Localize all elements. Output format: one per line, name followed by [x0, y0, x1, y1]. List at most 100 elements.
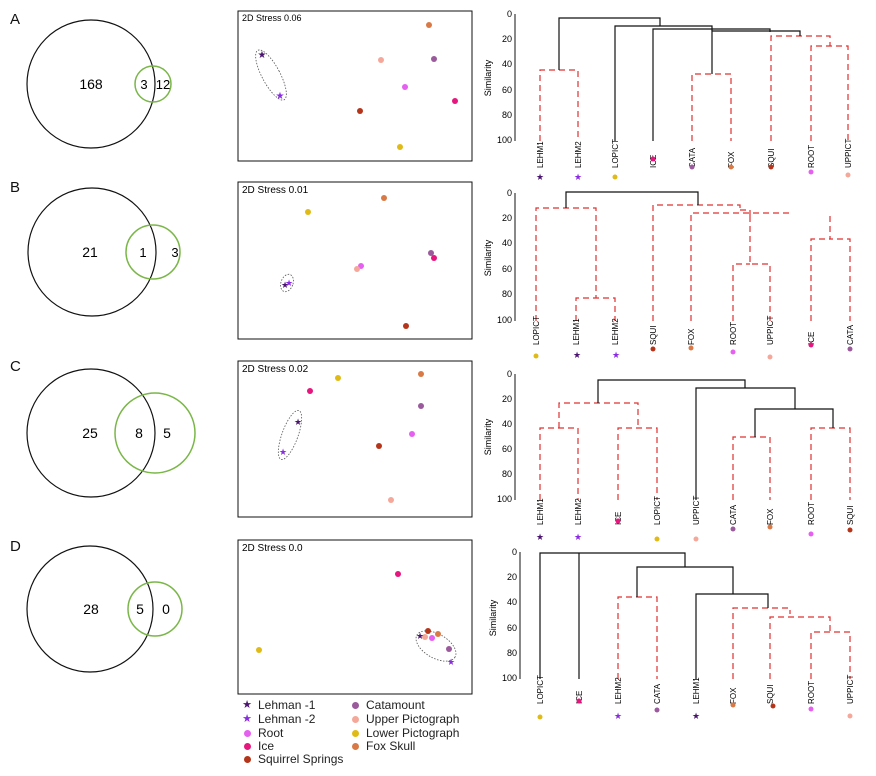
leaf-label: SQUI [767, 148, 776, 168]
dot-icon [243, 742, 251, 750]
nmds-stress-label: 2D Stress 0.0 [242, 543, 303, 554]
dot-icon [243, 755, 251, 763]
leaf-marker-catamount [730, 526, 736, 532]
legend-item-foxskull: Fox Skull [348, 739, 415, 753]
venn-count-left: 28 [83, 601, 99, 617]
leaf-label: UPPICT [844, 139, 853, 168]
leaf-marker-squirrel [847, 527, 853, 533]
axis-tick-label: 80 [502, 469, 512, 479]
leaf-marker-foxskull [730, 702, 736, 708]
axis-tick-label: 20 [502, 34, 512, 44]
legend-label: Upper Pictograph [366, 712, 460, 726]
leaf-label: ROOT [807, 681, 816, 704]
leaf-label: ROOT [807, 145, 816, 168]
axis-tick-label: 60 [502, 264, 512, 274]
axis-tick-label: 100 [497, 315, 512, 325]
nmds-point-catamount [446, 646, 452, 652]
leaf-marker-lehman2: ★ [574, 532, 582, 542]
nmds-plot-frame [237, 181, 473, 340]
leaf-label: CATA [653, 683, 662, 704]
leaf-label: LEHM1 [536, 498, 545, 525]
axis-tick-label: 40 [502, 238, 512, 248]
venn-count-overlap: 8 [135, 425, 143, 441]
nmds-point-squirrel [376, 443, 382, 449]
nmds-point-lowerpict [305, 209, 311, 215]
venn-count-right: 0 [162, 601, 170, 617]
venn-circle-green [127, 581, 183, 637]
leaf-label: LEHM2 [611, 318, 620, 345]
nmds-point-squirrel [357, 108, 363, 114]
nmds-cluster-ellipse [277, 410, 303, 460]
nmds-point-catamount [418, 403, 424, 409]
venn-circle-green [114, 392, 196, 474]
nmds-point-lehman2: ★ [447, 657, 455, 667]
nmds-point-lehman1: ★ [258, 50, 267, 61]
nmds-point-upperpict [378, 57, 384, 63]
axis-tick-label: 100 [497, 494, 512, 504]
venn-count-overlap: 5 [136, 601, 144, 617]
dendrogram-black-branches [597, 379, 834, 500]
panel-c: C 25 8 5 2D Stress 0.02 ★ ★ Similarity 0… [10, 358, 855, 542]
legend-item-ice: Ice [240, 739, 274, 753]
leaf-label: LOPICT [536, 675, 545, 704]
dendrogram-c: Similarity 0 20 40 60 80 100 [483, 369, 855, 542]
dendrogram-red-branches [539, 35, 849, 141]
leaf-label: UPPICT [846, 675, 855, 704]
leaf-label: LEHM1 [692, 677, 701, 704]
nmds-point-lowerpict [335, 375, 341, 381]
legend-label: Squirrel Springs [258, 752, 344, 766]
dot-icon [351, 715, 359, 723]
leaf-marker-ice [808, 342, 814, 348]
leaf-marker-root [730, 349, 736, 355]
dendrogram-black-branches [565, 191, 699, 208]
dendrogram-red-branches [535, 204, 851, 321]
legend-label: Lehman -1 [258, 698, 316, 712]
leaf-label: CATA [846, 324, 855, 345]
nmds-point-root [409, 431, 415, 437]
leaf-marker-ice [615, 518, 621, 524]
legend-item-lehman2: ★ Lehman -2 [240, 712, 315, 726]
nmds-point-ice [431, 255, 437, 261]
legend-item-lehman1: ★ Lehman -1 [240, 698, 315, 712]
leaf-marker-foxskull [767, 524, 773, 530]
nmds-point-lehman1: ★ [294, 417, 302, 427]
venn-count-overlap: 1 [139, 245, 146, 260]
legend-label: Lehman -2 [258, 712, 316, 726]
nmds-point-ice [307, 388, 313, 394]
axis-tick-label: 100 [497, 135, 512, 145]
venn-circle-green [134, 65, 172, 103]
leaf-label: ROOT [729, 322, 738, 345]
nmds-cluster-ellipse [415, 630, 457, 662]
leaf-marker-lehman2: ★ [612, 350, 620, 360]
nmds-stress-label: 2D Stress 0.01 [242, 185, 309, 196]
axis-tick-label: 0 [507, 369, 512, 379]
leaf-marker-squirrel [650, 346, 656, 352]
nmds-point-ice [395, 571, 401, 577]
nmds-point-ice [452, 98, 458, 104]
axis-tick-label: 60 [502, 85, 512, 95]
leaf-label: LOPICT [532, 316, 541, 345]
dendrogram-red-branches [539, 402, 851, 500]
leaf-marker-catamount [847, 346, 853, 352]
axis-tick-label: 0 [507, 188, 512, 198]
venn-count-overlap: 3 [140, 77, 147, 92]
nmds-point-foxskull [418, 371, 424, 377]
nmds-stress-label: 2D Stress 0.06 [242, 13, 302, 23]
leaf-label: ROOT [807, 502, 816, 525]
site-legend: ★ Lehman -1 ★ Lehman -2 Root Ice Squirre… [240, 698, 490, 770]
legend-item-catamount: Catamount [348, 698, 425, 712]
legend-item-lowerpict: Lower Pictograph [348, 726, 459, 740]
leaf-marker-squirrel [770, 703, 776, 709]
leaf-label: FOX [729, 687, 738, 704]
leaf-marker-root [808, 169, 814, 175]
venn-circle-kiva [26, 368, 156, 498]
leaf-label: FOX [766, 508, 775, 525]
leaf-label: SQUI [766, 684, 775, 704]
nmds-cluster-ellipse [280, 273, 294, 293]
legend-item-root: Root [240, 726, 283, 740]
leaf-marker-catamount [689, 164, 695, 170]
leaf-label: CATA [688, 147, 697, 168]
legend-label: Fox Skull [366, 739, 416, 753]
leaf-marker-lowerpict [537, 714, 543, 720]
leaf-marker-lehman1: ★ [692, 711, 700, 721]
